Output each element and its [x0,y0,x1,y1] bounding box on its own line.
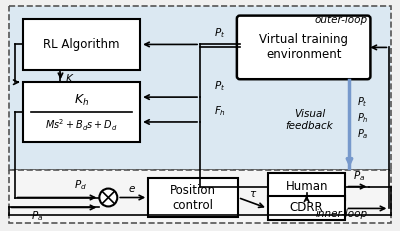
Circle shape [99,188,117,207]
Text: $\tau$: $\tau$ [249,189,257,200]
Text: $P_a$: $P_a$ [358,127,369,141]
Text: $P_a$: $P_a$ [353,169,366,182]
Text: $Ms^2+B_ds+D_d$: $Ms^2+B_ds+D_d$ [45,117,118,133]
Text: inner-loop: inner-loop [315,209,368,219]
Text: $P_h$: $P_h$ [358,111,369,125]
Text: $P_t$: $P_t$ [358,95,368,109]
Text: $e$: $e$ [128,183,136,194]
Bar [23,18,140,70]
Bar [23,82,140,142]
Text: $K_h$: $K_h$ [74,93,89,108]
Text: $P_t$: $P_t$ [214,27,226,40]
Text: outer-loop: outer-loop [314,15,368,25]
Bar [9,6,391,170]
Text: Virtual training
environment: Virtual training environment [259,33,348,61]
Bar [9,170,391,223]
Text: $K$: $K$ [66,72,75,84]
Text: $F_h$: $F_h$ [214,104,226,118]
Text: Position
control: Position control [170,183,216,212]
FancyBboxPatch shape [237,16,370,79]
Text: $P_d$: $P_d$ [74,178,87,191]
Text: $P_t$: $P_t$ [214,79,226,93]
Text: RL Algorithm: RL Algorithm [43,38,120,51]
Text: Human: Human [285,180,328,193]
Text: $P_a$: $P_a$ [30,210,43,223]
Bar [268,173,346,201]
Bar [268,195,346,220]
Text: Visual
feedback: Visual feedback [286,109,334,131]
Bar [148,178,238,217]
Text: CDRR: CDRR [290,201,324,214]
